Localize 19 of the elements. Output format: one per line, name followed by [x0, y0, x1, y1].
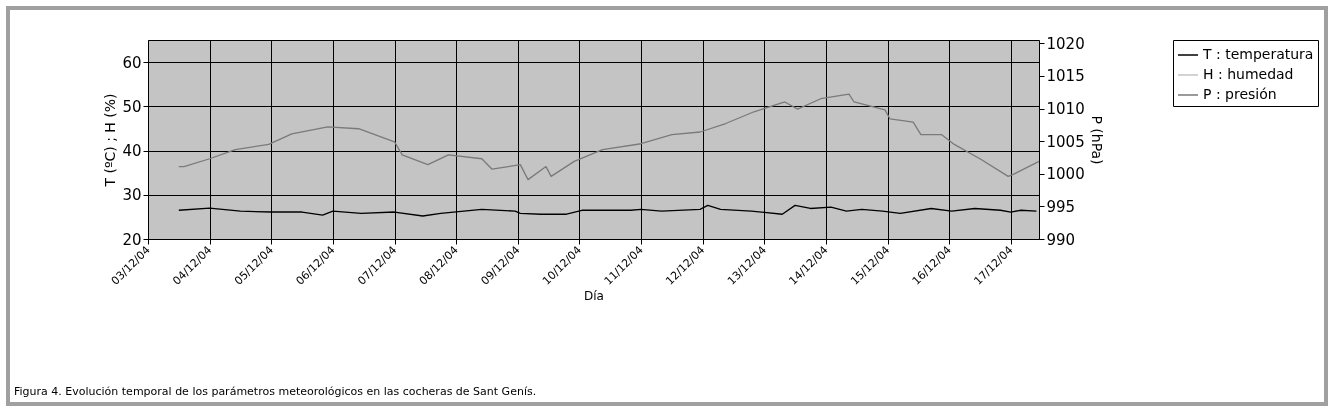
y-tick-label: 30 — [122, 186, 142, 205]
y2-tick-label: 995 — [1046, 197, 1076, 216]
y-tick-label: 20 — [122, 230, 142, 249]
y2-tick-label: 1020 — [1046, 34, 1085, 53]
y-tick-label: 50 — [122, 97, 142, 116]
y-axis-title: T (ºC) ; H (%) — [102, 93, 119, 188]
x-axis-title: Día — [584, 288, 604, 303]
legend-label: T : temperatura — [1202, 46, 1314, 62]
y2-axis-title: P (hPa) — [1088, 115, 1105, 165]
legend-label: P : presión — [1203, 86, 1277, 102]
y2-tick-label: 1010 — [1046, 100, 1085, 119]
y-tick-label: 40 — [122, 142, 142, 161]
y-tick-label: 60 — [122, 53, 142, 72]
y2-tick-label: 1015 — [1046, 67, 1085, 86]
text: Figura 4. Evolución temporal de los parámetros meteorológicos en las cocheras de Sant Genís. — [14, 385, 537, 398]
y2-tick-label: 1000 — [1046, 165, 1085, 184]
y2-tick-label: 1005 — [1046, 132, 1085, 151]
y2-tick-label: 990 — [1046, 230, 1076, 249]
legend-label: H : humedad — [1203, 66, 1294, 82]
